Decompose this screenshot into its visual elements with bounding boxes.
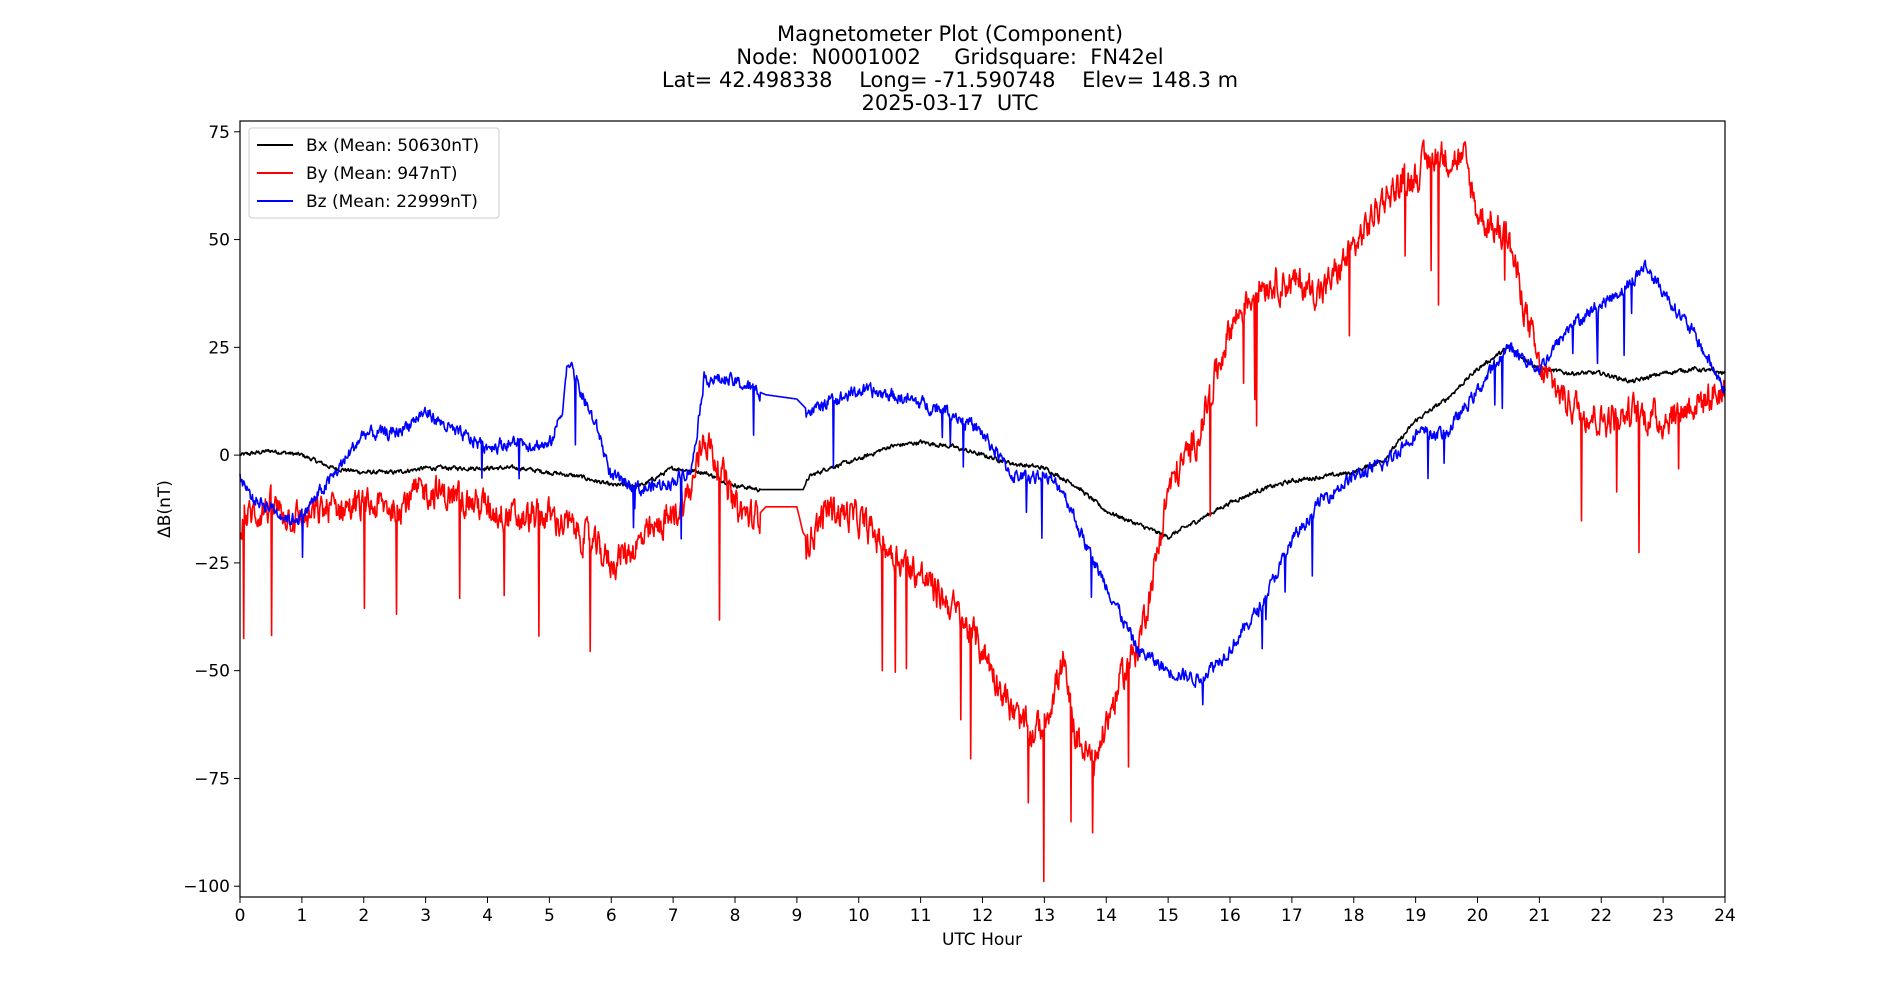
y-axis-ticks: −100 −75 −50 −25 0 25 50 75: [183, 123, 240, 897]
chart-title: Magnetometer Plot (Component): [776, 22, 1124, 46]
x-tick-label: 10: [848, 906, 870, 926]
x-tick-label: 1: [296, 906, 307, 926]
legend-label: Bx (Mean: 50630nT): [306, 136, 479, 156]
chart-subtitle-node: Node: N0001002 Gridsquare: FN42el: [736, 45, 1164, 69]
x-tick-label: 23: [1652, 906, 1674, 926]
x-tick-label: 22: [1590, 906, 1612, 926]
x-tick-label: 14: [1095, 906, 1117, 926]
y-tick-label: 25: [208, 338, 230, 358]
legend-box: [248, 127, 500, 219]
x-tick-label: 13: [1034, 906, 1056, 926]
y-tick-label: −100: [183, 877, 230, 897]
x-tick-label: 8: [730, 906, 741, 926]
y-tick-label: −25: [194, 554, 230, 574]
y-tick-label: −50: [194, 662, 230, 682]
chart-subtitle-location: Lat= 42.498338 Long= -71.590748 Elev= 14…: [661, 68, 1239, 92]
x-tick-label: 17: [1281, 906, 1303, 926]
x-tick-label: 18: [1343, 906, 1365, 926]
series-line-by: [239, 139, 1726, 883]
y-axis-label: ΔB(nT): [155, 480, 175, 538]
y-tick-label: 0: [219, 446, 230, 466]
y-tick-label: 50: [208, 231, 230, 251]
x-tick-label: 20: [1467, 906, 1489, 926]
x-axis-label: UTC Hour: [942, 930, 1022, 950]
x-tick-label: 5: [544, 906, 555, 926]
x-tick-label: 11: [910, 906, 932, 926]
y-tick-label: −75: [194, 769, 230, 789]
x-tick-label: 16: [1219, 906, 1241, 926]
legend-label: Bz (Mean: 22999nT): [306, 192, 478, 212]
series-layer: [239, 139, 1726, 883]
x-tick-label: 19: [1405, 906, 1427, 926]
x-tick-label: 2: [358, 906, 369, 926]
x-tick-label: 4: [482, 906, 493, 926]
x-tick-label: 9: [791, 906, 802, 926]
x-tick-label: 0: [235, 906, 246, 926]
legend: Bx (Mean: 50630nT) By (Mean: 947nT) Bz (Me…: [248, 127, 500, 219]
series-line-bz: [239, 259, 1726, 706]
x-tick-label: 21: [1529, 906, 1551, 926]
x-tick-label: 24: [1714, 906, 1736, 926]
x-axis-ticks: 0 1 2 3 4 5 6 7 8 9 10 11 12 13 14 15 16 17 18 19 20 21 22 23 24: [235, 897, 1736, 926]
x-tick-label: 12: [972, 906, 994, 926]
x-tick-label: 15: [1157, 906, 1179, 926]
x-tick-label: 3: [420, 906, 431, 926]
x-tick-label: 7: [668, 906, 679, 926]
chart-subtitle-date: 2025-03-17 UTC: [861, 91, 1039, 115]
x-tick-label: 6: [606, 906, 617, 926]
series-line-bx: [239, 345, 1726, 540]
y-tick-label: 75: [208, 123, 230, 143]
legend-label: By (Mean: 947nT): [306, 164, 457, 184]
